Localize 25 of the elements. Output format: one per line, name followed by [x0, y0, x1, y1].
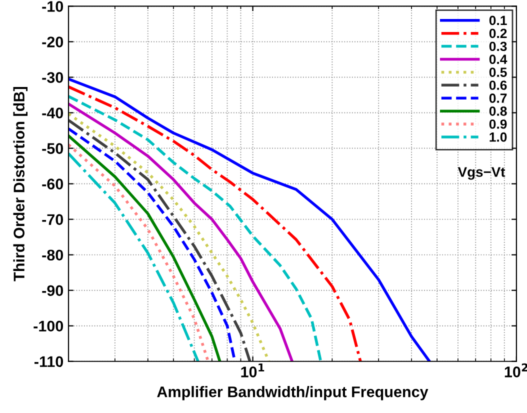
y-tick-label: -70	[42, 214, 64, 225]
legend-label: 0.9	[489, 119, 507, 129]
y-tick-label: -90	[42, 285, 64, 296]
legend-label: 0.7	[489, 94, 507, 103]
y-tick-label: -110	[34, 356, 64, 368]
legend-label: 0.6	[489, 80, 507, 90]
legend-label: 0.3	[489, 42, 507, 52]
legend-label: 0.4	[489, 54, 508, 64]
legend-label: 0.5	[489, 68, 507, 77]
y-tick-label: -10	[42, 1, 64, 12]
annotation: Vgs−Vt	[458, 167, 506, 180]
y-tick-label: -50	[42, 143, 64, 154]
legend-label: 0.8	[489, 106, 507, 116]
legend-label: 0.1	[489, 16, 507, 26]
legend-label: 0.2	[489, 28, 507, 38]
y-tick-label: -100	[34, 320, 64, 332]
y-tick-label: -30	[42, 72, 64, 83]
y-tick-label: -40	[42, 108, 64, 118]
y-axis-title: Third Order Distortion [dB]	[13, 87, 28, 282]
x-axis-title: Amplifier Bandwidth/input Frequency	[157, 386, 428, 400]
y-tick-label: -80	[42, 250, 64, 261]
legend-label: 1.0	[490, 132, 507, 142]
y-tick-label: -20	[42, 36, 64, 48]
y-tick-label: -60	[42, 178, 64, 190]
x-tick-label: 10$^{1}$	[241, 364, 264, 378]
